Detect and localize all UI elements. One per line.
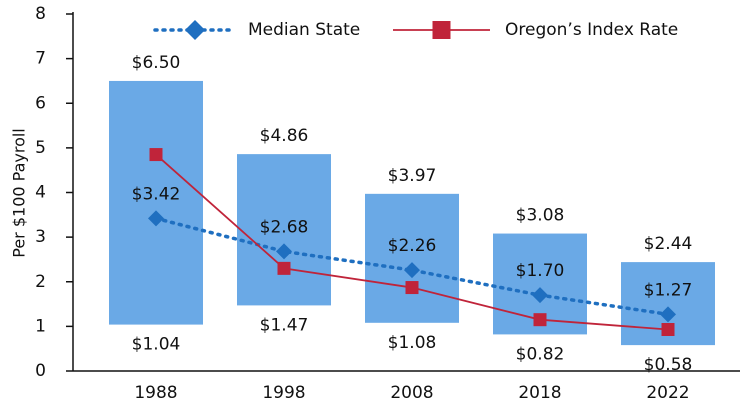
- range-bar: [237, 154, 331, 306]
- x-tick-label: 2022: [646, 383, 689, 403]
- data-label: $4.86: [260, 126, 309, 146]
- data-label: $1.70: [516, 261, 565, 281]
- y-axis-label: Per $100 Payroll: [10, 128, 29, 258]
- marker: [148, 210, 164, 227]
- y-tick-label: 3: [35, 227, 46, 247]
- data-label: $3.42: [132, 184, 181, 204]
- data-label: $1.47: [260, 315, 309, 335]
- y-tick-label: 0: [35, 361, 46, 381]
- legend-label: Median State: [248, 20, 360, 40]
- x-tick-label: 2008: [390, 383, 433, 403]
- legend-marker: [432, 21, 451, 39]
- marker: [277, 261, 291, 275]
- marker: [276, 243, 292, 260]
- y-tick-label: 8: [35, 4, 46, 24]
- marker: [660, 306, 676, 323]
- marker: [533, 313, 547, 327]
- data-label: $6.50: [132, 53, 181, 73]
- x-tick-label: 1998: [262, 383, 305, 403]
- y-tick-label: 2: [35, 272, 46, 292]
- marker: [532, 287, 548, 304]
- data-label: $0.58: [644, 355, 693, 375]
- y-tick-label: 5: [35, 138, 46, 158]
- data-label: $3.08: [516, 206, 565, 226]
- marker: [149, 148, 163, 162]
- data-label: $2.26: [388, 236, 437, 256]
- range-bar: [365, 193, 459, 323]
- y-tick-label: 1: [35, 316, 46, 336]
- marker: [661, 322, 675, 336]
- x-tick-label: 2018: [518, 383, 561, 403]
- x-tick-label: 1988: [134, 383, 177, 403]
- range-bar: [109, 80, 203, 325]
- y-tick-label: 4: [35, 183, 46, 203]
- legend-marker: [185, 20, 205, 40]
- data-label: $3.97: [388, 166, 437, 186]
- data-label: $2.68: [260, 217, 309, 237]
- data-label: $1.04: [132, 335, 181, 355]
- y-tick-label: 7: [35, 49, 46, 69]
- y-tick-label: 6: [35, 93, 46, 113]
- data-label: $1.08: [388, 333, 437, 353]
- marker: [405, 281, 419, 295]
- legend-label: Oregon’s Index Rate: [505, 20, 678, 40]
- line: [154, 216, 670, 317]
- marker: [404, 262, 420, 279]
- data-label: $1.27: [644, 280, 693, 300]
- data-label: $2.44: [644, 234, 693, 254]
- data-label: $0.82: [516, 344, 565, 364]
